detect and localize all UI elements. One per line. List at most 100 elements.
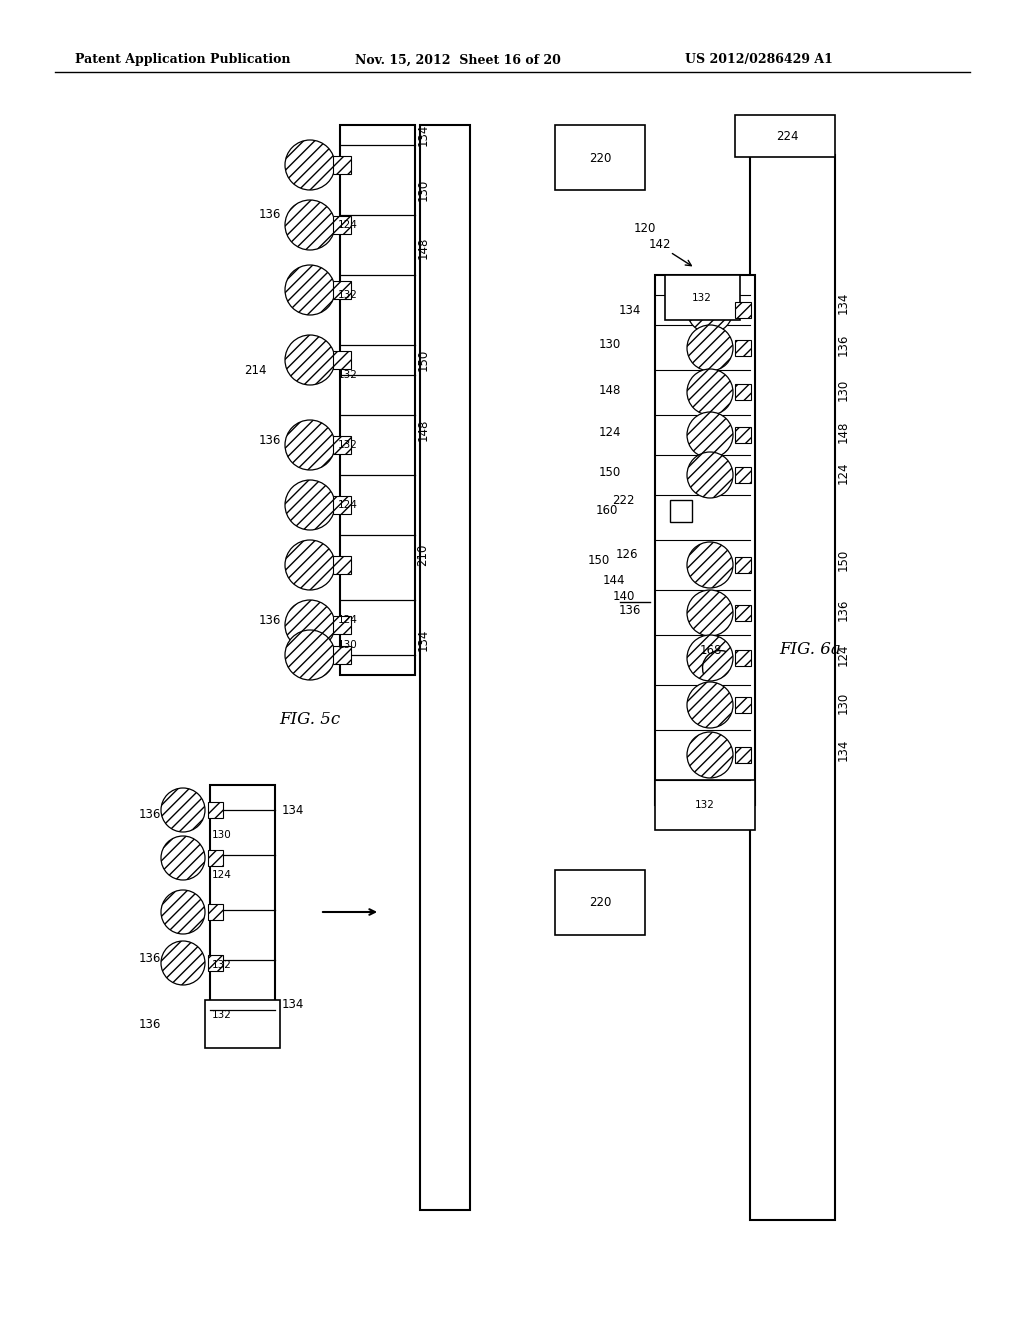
Circle shape — [285, 140, 335, 190]
Bar — [735, 426, 751, 444]
Bar — [555, 125, 645, 190]
Bar — [655, 275, 755, 805]
Circle shape — [687, 682, 733, 729]
Bar — [735, 557, 751, 573]
Bar — [208, 803, 223, 818]
Text: 150: 150 — [837, 549, 850, 572]
Text: 160: 160 — [596, 503, 618, 516]
Bar — [333, 645, 351, 664]
Text: 132: 132 — [212, 960, 232, 970]
Text: FIG. 5c: FIG. 5c — [280, 711, 341, 729]
Circle shape — [285, 265, 335, 315]
Bar — [210, 785, 275, 1040]
Bar — [735, 467, 751, 483]
Circle shape — [687, 370, 733, 414]
Text: 224: 224 — [776, 129, 799, 143]
Text: 134: 134 — [282, 804, 304, 817]
Text: 148: 148 — [837, 421, 850, 444]
Bar — [333, 216, 351, 234]
Bar — [670, 500, 692, 521]
Circle shape — [687, 451, 733, 498]
Text: 130: 130 — [837, 692, 850, 714]
Text: 150: 150 — [417, 348, 429, 371]
Text: 136: 136 — [837, 334, 850, 356]
Circle shape — [285, 540, 335, 590]
Text: 136: 136 — [618, 603, 641, 616]
Text: 126: 126 — [615, 549, 638, 561]
Bar — [655, 780, 755, 830]
Text: 124: 124 — [338, 615, 358, 624]
Bar — [333, 496, 351, 513]
Text: 144: 144 — [602, 573, 625, 586]
Text: 124: 124 — [599, 425, 622, 438]
Text: 222: 222 — [612, 494, 635, 507]
Text: 136: 136 — [259, 209, 282, 222]
Circle shape — [285, 335, 335, 385]
Bar — [205, 1001, 280, 1048]
Circle shape — [687, 590, 733, 636]
Circle shape — [161, 836, 205, 880]
Bar — [208, 954, 223, 972]
Text: 124: 124 — [338, 500, 358, 510]
Circle shape — [687, 286, 733, 333]
Text: 150: 150 — [588, 553, 610, 566]
Circle shape — [161, 788, 205, 832]
Text: 142: 142 — [649, 239, 672, 252]
Text: 220: 220 — [589, 896, 611, 909]
Bar — [735, 384, 751, 400]
Text: Patent Application Publication: Patent Application Publication — [75, 54, 291, 66]
Text: 130: 130 — [338, 640, 357, 649]
Bar — [340, 125, 415, 675]
Bar — [208, 850, 223, 866]
Text: 134: 134 — [417, 124, 429, 147]
Text: 130: 130 — [837, 379, 850, 401]
Circle shape — [285, 601, 335, 649]
Text: 136: 136 — [259, 433, 282, 446]
Text: 148: 148 — [417, 236, 429, 259]
Bar — [735, 341, 751, 356]
Bar — [735, 649, 751, 667]
Circle shape — [285, 630, 335, 680]
Bar — [333, 156, 351, 174]
Text: 124: 124 — [338, 220, 358, 230]
Bar — [665, 275, 740, 319]
Circle shape — [687, 412, 733, 458]
Text: 134: 134 — [837, 739, 850, 762]
Circle shape — [687, 733, 733, 777]
Text: 130: 130 — [599, 338, 622, 351]
Bar — [420, 125, 470, 1210]
Text: 148: 148 — [599, 384, 622, 396]
Text: 136: 136 — [139, 952, 161, 965]
Text: 134: 134 — [282, 998, 304, 1011]
Text: 132: 132 — [338, 440, 358, 450]
Text: 136: 136 — [139, 1019, 161, 1031]
Text: 136: 136 — [139, 808, 161, 821]
Text: 132: 132 — [212, 1010, 232, 1020]
Text: US 2012/0286429 A1: US 2012/0286429 A1 — [685, 54, 833, 66]
Text: Nov. 15, 2012  Sheet 16 of 20: Nov. 15, 2012 Sheet 16 of 20 — [355, 54, 561, 66]
Text: 134: 134 — [618, 304, 641, 317]
Text: 220: 220 — [589, 152, 611, 165]
Text: 168: 168 — [700, 644, 722, 656]
Text: 210: 210 — [417, 544, 429, 566]
Text: 132: 132 — [692, 293, 712, 304]
Bar — [735, 605, 751, 620]
Bar — [735, 302, 751, 318]
Circle shape — [161, 890, 205, 935]
Text: 120: 120 — [634, 222, 656, 235]
Bar — [555, 870, 645, 935]
Text: 124: 124 — [837, 644, 850, 667]
Text: 130: 130 — [417, 180, 429, 201]
Text: 124: 124 — [837, 462, 850, 484]
Text: 140: 140 — [612, 590, 635, 603]
Text: 132: 132 — [338, 290, 358, 300]
Circle shape — [285, 420, 335, 470]
Text: 150: 150 — [599, 466, 622, 479]
Circle shape — [687, 325, 733, 371]
Text: 130: 130 — [212, 830, 231, 840]
Text: 136: 136 — [259, 614, 282, 627]
Text: 134: 134 — [417, 628, 429, 651]
Text: 132: 132 — [338, 370, 358, 380]
Bar — [333, 556, 351, 574]
Circle shape — [161, 941, 205, 985]
